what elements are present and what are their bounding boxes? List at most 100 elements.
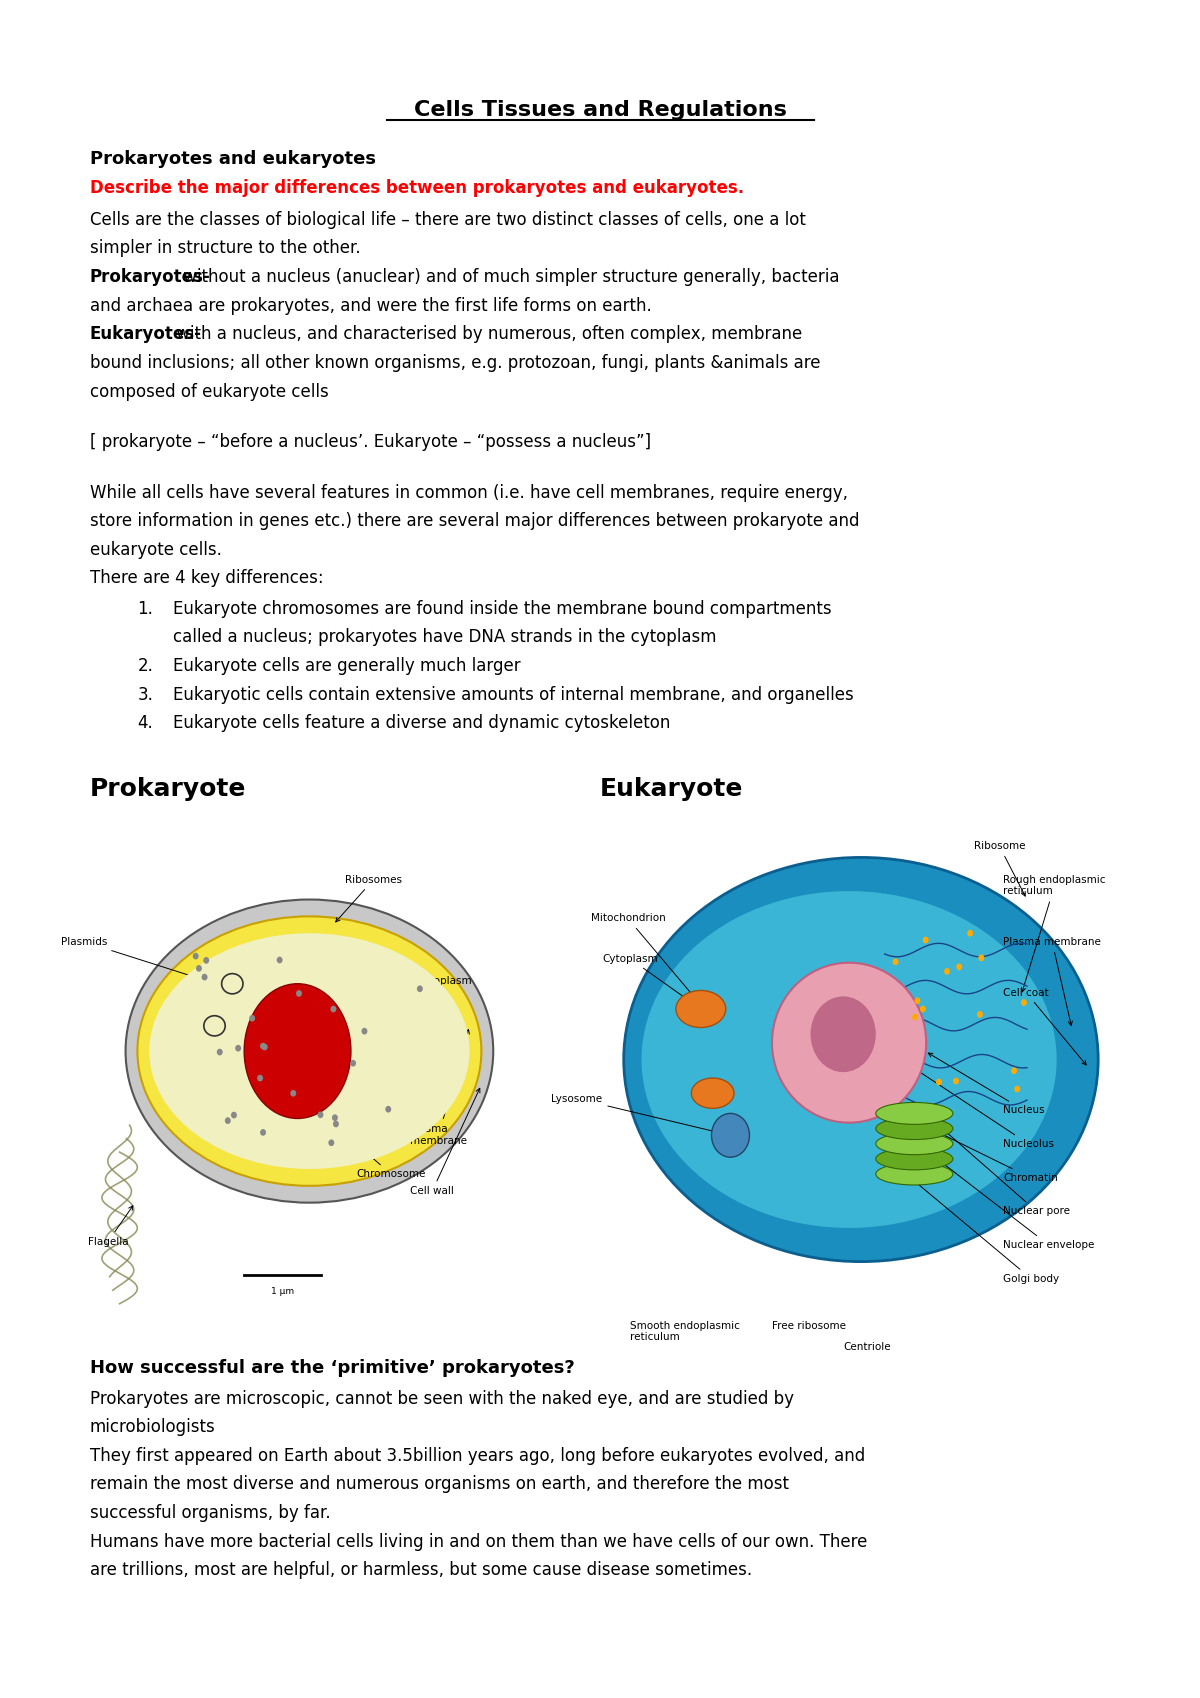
Ellipse shape <box>676 990 726 1027</box>
Ellipse shape <box>772 963 926 1122</box>
Ellipse shape <box>936 1078 942 1085</box>
Text: Eukaryote cells are generally much larger: Eukaryote cells are generally much large… <box>173 657 521 676</box>
Ellipse shape <box>920 1005 926 1012</box>
Text: Chromatin: Chromatin <box>835 1082 1058 1184</box>
Text: Golgi body: Golgi body <box>908 1177 1060 1284</box>
Text: Eukaryote: Eukaryote <box>600 776 743 800</box>
Ellipse shape <box>810 997 876 1071</box>
Ellipse shape <box>642 891 1057 1228</box>
Ellipse shape <box>712 1114 750 1158</box>
Ellipse shape <box>138 917 481 1185</box>
Ellipse shape <box>203 958 209 964</box>
Ellipse shape <box>260 1043 266 1049</box>
Ellipse shape <box>262 1044 268 1051</box>
Text: Cell coat: Cell coat <box>1003 988 1086 1065</box>
Text: Centriole: Centriole <box>844 1343 890 1352</box>
Ellipse shape <box>385 1105 391 1112</box>
Text: Plasma membrane: Plasma membrane <box>1003 937 1102 1026</box>
Text: eukaryote cells.: eukaryote cells. <box>90 540 222 559</box>
Text: Flagella: Flagella <box>88 1206 133 1246</box>
Text: 1 μm: 1 μm <box>270 1287 294 1296</box>
Text: Eukaryote cells feature a diverse and dynamic cytoskeleton: Eukaryote cells feature a diverse and dy… <box>173 715 671 732</box>
Ellipse shape <box>923 937 929 944</box>
Ellipse shape <box>318 1112 324 1119</box>
Ellipse shape <box>978 954 984 961</box>
Ellipse shape <box>235 1044 241 1051</box>
Text: Eukaryotic cells contain extensive amounts of internal membrane, and organelles: Eukaryotic cells contain extensive amoun… <box>173 686 853 703</box>
Ellipse shape <box>967 931 973 937</box>
Ellipse shape <box>953 1078 959 1085</box>
Text: They first appeared on Earth about 3.5billion years ago, long before eukaryotes : They first appeared on Earth about 3.5bi… <box>90 1447 865 1465</box>
Ellipse shape <box>691 1078 734 1109</box>
Text: 1.: 1. <box>138 599 154 618</box>
Text: Mitochondrion: Mitochondrion <box>590 914 702 1005</box>
Ellipse shape <box>332 1114 338 1121</box>
Ellipse shape <box>332 1121 338 1127</box>
Text: While all cells have several features in common (i.e. have cell membranes, requi: While all cells have several features in… <box>90 484 848 501</box>
Text: Prokaryotes-: Prokaryotes- <box>90 268 211 285</box>
Ellipse shape <box>944 968 950 975</box>
Text: Cytoplasm: Cytoplasm <box>602 954 697 1007</box>
Ellipse shape <box>230 1112 236 1119</box>
Text: 2.: 2. <box>138 657 154 676</box>
Ellipse shape <box>260 1129 266 1136</box>
Text: bound inclusions; all other known organisms, e.g. protozoan, fungi, plants &anim: bound inclusions; all other known organi… <box>90 353 821 372</box>
Ellipse shape <box>250 1015 256 1022</box>
Ellipse shape <box>329 1139 335 1146</box>
Text: called a nucleus; prokaryotes have DNA strands in the cytoplasm: called a nucleus; prokaryotes have DNA s… <box>173 628 716 647</box>
Text: How successful are the ‘primitive’ prokaryotes?: How successful are the ‘primitive’ proka… <box>90 1360 575 1377</box>
Text: Nucleolus: Nucleolus <box>858 1031 1055 1150</box>
Ellipse shape <box>277 956 283 963</box>
Text: 3.: 3. <box>138 686 154 703</box>
Ellipse shape <box>1012 1068 1018 1075</box>
Text: remain the most diverse and numerous organisms on earth, and therefore the most: remain the most diverse and numerous org… <box>90 1476 788 1494</box>
Ellipse shape <box>876 1133 953 1155</box>
Ellipse shape <box>956 963 962 970</box>
Text: Humans have more bacterial cells living in and on them than we have cells of our: Humans have more bacterial cells living … <box>90 1533 868 1550</box>
Text: Prokaryotes are microscopic, cannot be seen with the naked eye, and are studied : Prokaryotes are microscopic, cannot be s… <box>90 1389 794 1408</box>
Text: Plasmids: Plasmids <box>61 937 223 987</box>
Ellipse shape <box>1014 1085 1020 1092</box>
Ellipse shape <box>350 1060 356 1066</box>
Ellipse shape <box>244 983 350 1119</box>
Text: Eukaryotes-: Eukaryotes- <box>90 326 202 343</box>
Text: Cell wall: Cell wall <box>410 1088 480 1197</box>
Ellipse shape <box>196 964 202 971</box>
Ellipse shape <box>224 1117 230 1124</box>
Text: Rough endoplasmic
reticulum: Rough endoplasmic reticulum <box>1003 874 1105 992</box>
Text: Lysosome: Lysosome <box>551 1094 727 1136</box>
Ellipse shape <box>912 1014 918 1020</box>
Text: Cells are the classes of biological life – there are two distinct classes of cel: Cells are the classes of biological life… <box>90 211 806 229</box>
Text: 4.: 4. <box>138 715 154 732</box>
Text: Eukaryote chromosomes are found inside the membrane bound compartments: Eukaryote chromosomes are found inside t… <box>173 599 832 618</box>
Ellipse shape <box>126 900 493 1202</box>
Ellipse shape <box>876 1102 953 1124</box>
Text: Free ribosome: Free ribosome <box>772 1321 846 1331</box>
Text: without a nucleus (anuclear) and of much simpler structure generally, bacteria: without a nucleus (anuclear) and of much… <box>179 268 840 285</box>
Text: Describe the major differences between prokaryotes and eukaryotes.: Describe the major differences between p… <box>90 178 744 197</box>
Text: composed of eukaryote cells: composed of eukaryote cells <box>90 382 329 401</box>
Ellipse shape <box>330 1005 336 1012</box>
Text: Smooth endoplasmic
reticulum: Smooth endoplasmic reticulum <box>630 1321 739 1341</box>
Ellipse shape <box>290 1090 296 1097</box>
Text: Chromosome: Chromosome <box>300 1095 426 1180</box>
Text: Prokaryotes and eukaryotes: Prokaryotes and eukaryotes <box>90 149 376 168</box>
Ellipse shape <box>876 1117 953 1139</box>
Ellipse shape <box>876 1163 953 1185</box>
Ellipse shape <box>217 1049 223 1056</box>
Text: microbiologists: microbiologists <box>90 1418 216 1437</box>
Ellipse shape <box>361 1027 367 1034</box>
Ellipse shape <box>193 953 199 959</box>
Ellipse shape <box>257 1075 263 1082</box>
Text: with a nucleus, and characterised by numerous, often complex, membrane: with a nucleus, and characterised by num… <box>170 326 802 343</box>
Text: Nuclear envelope: Nuclear envelope <box>916 1143 1094 1250</box>
Ellipse shape <box>202 973 208 980</box>
Text: are trillions, most are helpful, or harmless, but some cause disease sometimes.: are trillions, most are helpful, or harm… <box>90 1562 752 1579</box>
Text: Ribosome: Ribosome <box>973 841 1025 897</box>
Text: store information in genes etc.) there are several major differences between pro: store information in genes etc.) there a… <box>90 513 859 530</box>
Ellipse shape <box>893 958 899 964</box>
Text: Nucleus: Nucleus <box>929 1053 1045 1116</box>
Ellipse shape <box>876 1148 953 1170</box>
Ellipse shape <box>914 997 920 1004</box>
Text: Prokaryote: Prokaryote <box>90 776 246 800</box>
